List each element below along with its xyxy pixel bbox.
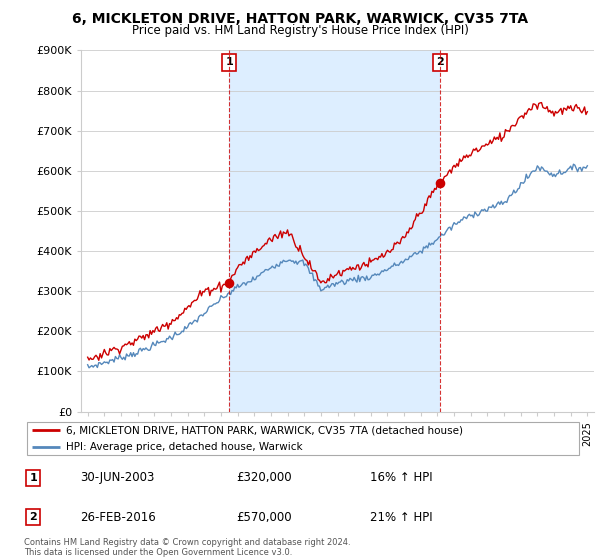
Bar — [229, 50, 440, 412]
Text: 16% ↑ HPI: 16% ↑ HPI — [370, 472, 433, 484]
Text: Price paid vs. HM Land Registry's House Price Index (HPI): Price paid vs. HM Land Registry's House … — [131, 24, 469, 37]
Point — [224, 279, 234, 288]
FancyBboxPatch shape — [27, 422, 579, 455]
Text: 1: 1 — [29, 473, 37, 483]
Text: 2: 2 — [436, 58, 444, 67]
Text: HPI: Average price, detached house, Warwick: HPI: Average price, detached house, Warw… — [66, 442, 302, 452]
Text: £320,000: £320,000 — [236, 472, 292, 484]
Text: 30-JUN-2003: 30-JUN-2003 — [80, 472, 154, 484]
Text: 2: 2 — [29, 512, 37, 522]
Text: 1: 1 — [226, 58, 233, 67]
Text: 26-FEB-2016: 26-FEB-2016 — [80, 511, 155, 524]
Text: £570,000: £570,000 — [236, 511, 292, 524]
Text: 21% ↑ HPI: 21% ↑ HPI — [370, 511, 433, 524]
Text: Contains HM Land Registry data © Crown copyright and database right 2024.
This d: Contains HM Land Registry data © Crown c… — [24, 538, 350, 557]
Text: 6, MICKLETON DRIVE, HATTON PARK, WARWICK, CV35 7TA: 6, MICKLETON DRIVE, HATTON PARK, WARWICK… — [72, 12, 528, 26]
Point — [436, 178, 445, 187]
Text: 6, MICKLETON DRIVE, HATTON PARK, WARWICK, CV35 7TA (detached house): 6, MICKLETON DRIVE, HATTON PARK, WARWICK… — [66, 425, 463, 435]
